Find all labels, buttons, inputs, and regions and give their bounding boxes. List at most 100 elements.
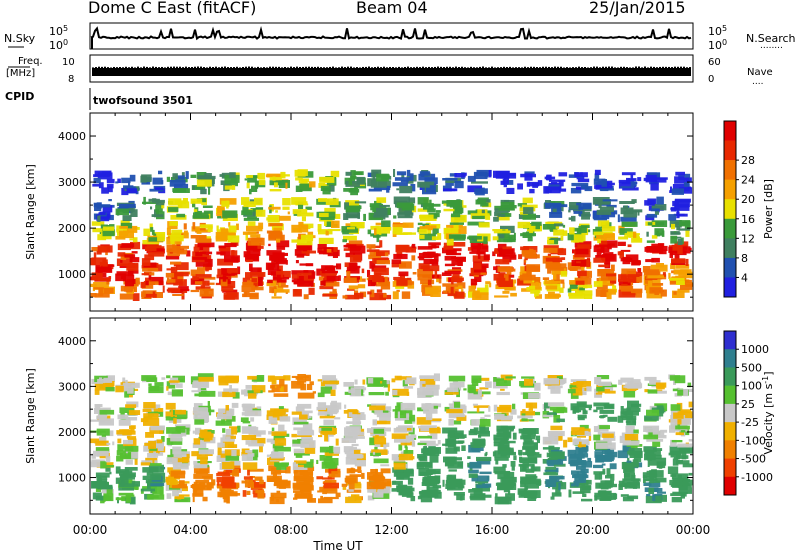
time-tick-label: 16:00 [475, 523, 510, 537]
power-colorbar-segment [724, 199, 736, 220]
power-cell [483, 236, 488, 244]
velocity-cell [374, 446, 378, 451]
velocity-cell [241, 426, 257, 434]
power-cell [599, 206, 614, 212]
power-cell [618, 280, 631, 286]
power-cell [393, 169, 396, 177]
time-tick-label: 04:00 [173, 523, 208, 537]
freq-tick-top: 10 [62, 57, 75, 68]
velocity-cell [602, 433, 614, 438]
power-cell [345, 206, 360, 213]
velocity-cell [194, 417, 205, 425]
power-cell [631, 238, 643, 243]
power-cell [350, 170, 356, 178]
velocity-cell [229, 426, 239, 429]
velocity-cell [421, 403, 438, 410]
velocity-cell [103, 377, 113, 383]
velocity-cell [140, 488, 155, 492]
power-cell [423, 203, 434, 210]
velocity-cell [172, 490, 179, 497]
power-cell [306, 250, 309, 256]
velocity-cell [548, 486, 551, 489]
velocity-cell [116, 470, 133, 473]
power-cell [606, 204, 617, 208]
power-cell [169, 221, 178, 226]
velocity-cell [279, 379, 285, 387]
velocity-cell [449, 414, 466, 418]
power-cell [558, 180, 564, 187]
power-cell [672, 290, 685, 298]
velocity-cell [653, 480, 660, 483]
power-cell [404, 211, 412, 215]
velocity-cell [426, 486, 439, 491]
power-cell [419, 226, 433, 231]
power-cell [373, 214, 389, 218]
power-cell [447, 269, 463, 272]
velocity-cell [292, 439, 302, 445]
power-colorbar-segment [724, 257, 736, 278]
power-cell [483, 254, 490, 260]
power-cell [120, 245, 133, 248]
power-colorbar-segment [724, 277, 736, 298]
velocity-cell [341, 438, 356, 443]
velocity-cell [411, 440, 416, 447]
velocity-cell [577, 416, 585, 421]
velocity-cell [374, 478, 391, 485]
power-cell [354, 292, 364, 299]
velocity-cell [321, 427, 332, 433]
velocity-cell [529, 402, 538, 409]
velocity-cell [648, 481, 661, 488]
power-cell [561, 257, 566, 260]
power-cell [371, 245, 381, 248]
power-cell [671, 188, 684, 195]
power-cell [197, 242, 215, 248]
power-cell [435, 210, 441, 213]
velocity-cell [647, 460, 650, 467]
velocity-cell [225, 375, 239, 384]
power-cell [568, 293, 585, 299]
power-cell [245, 233, 248, 241]
power-cell [430, 289, 441, 297]
velocity-cell [476, 456, 492, 462]
velocity-cell [244, 479, 253, 488]
velocity-cell [391, 433, 409, 439]
velocity-cell [600, 415, 604, 419]
power-cell [272, 176, 276, 181]
velocity-cell [576, 381, 591, 387]
power-cell [493, 216, 499, 222]
power-cell [529, 285, 536, 290]
power-cell [130, 241, 141, 250]
power-cell [503, 200, 515, 204]
power-cell [367, 229, 372, 235]
velocity-cell [335, 492, 341, 498]
power-cell [557, 248, 567, 256]
power-cell [673, 291, 677, 295]
power-cell [345, 244, 357, 248]
velocity-cell [681, 446, 693, 454]
velocity-cell [129, 425, 136, 429]
velocity-cell [551, 385, 563, 389]
power-cell [254, 197, 263, 206]
power-cell [544, 280, 558, 285]
nave-tick-bottom: 0 [708, 74, 714, 85]
power-cell [497, 243, 507, 252]
power-cell [280, 270, 284, 278]
velocity-cell [225, 435, 236, 439]
power-cell [419, 233, 436, 241]
power-cell [273, 285, 284, 292]
velocity-cell [522, 461, 529, 469]
power-cell [196, 229, 202, 234]
velocity-cell [293, 490, 304, 493]
velocity-cell [419, 440, 436, 444]
power-cell [575, 248, 589, 255]
velocity-cell [581, 461, 593, 468]
velocity-cell [118, 485, 135, 491]
power-cell [141, 180, 151, 185]
velocity-cell [476, 406, 480, 413]
time-axis-label: Time UT [312, 539, 363, 553]
cpid-value: twofsound 3501 [93, 94, 193, 107]
power-cell [317, 229, 322, 232]
velocity-ytick-label: 4000 [58, 335, 86, 348]
power-cell [499, 281, 513, 287]
velocity-colorbar-tick-label: 500 [741, 361, 762, 374]
